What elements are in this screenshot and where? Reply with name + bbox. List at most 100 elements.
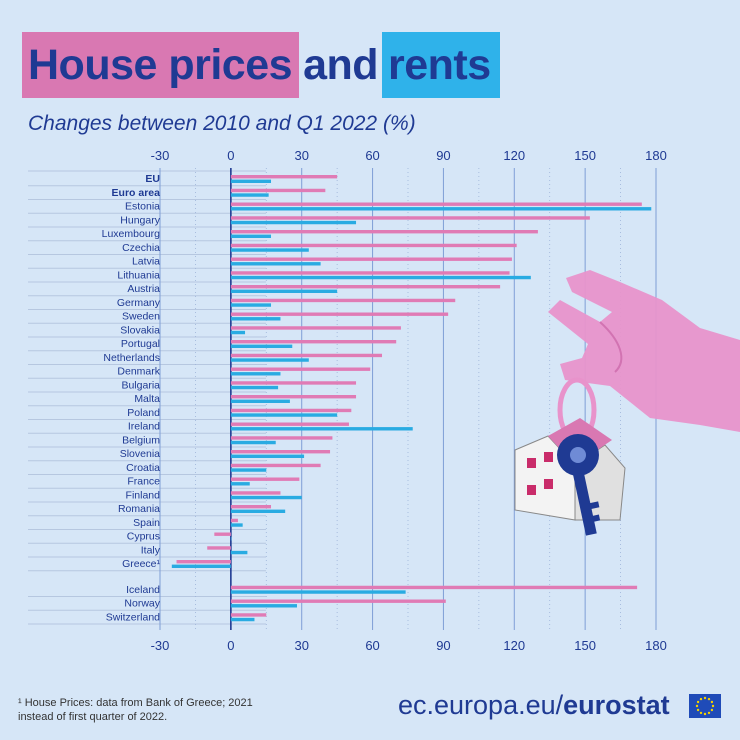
x-tick-label: -30 (151, 638, 170, 653)
bar-house-prices (230, 613, 267, 617)
bar-rents (230, 440, 276, 445)
category-label: Bulgaria (121, 379, 160, 391)
category-label: Spain (133, 517, 160, 529)
bar-house-prices (230, 491, 281, 495)
eu-flag-icon (689, 694, 721, 718)
footnote: ¹ House Prices: data from Bank of Greece… (18, 696, 298, 725)
bar-rents (230, 427, 413, 431)
bar-rents (230, 482, 250, 486)
x-tick-label: 30 (294, 148, 308, 163)
category-label: Slovakia (120, 324, 160, 336)
x-tick-label: 0 (227, 148, 234, 163)
x-tick-label: 90 (436, 638, 450, 653)
bar-rents (230, 234, 272, 238)
eu-star-icon (710, 700, 714, 704)
bar-rents (230, 248, 309, 252)
eu-star-icon (710, 708, 714, 712)
bar-rents (230, 537, 232, 541)
bar-house-prices (230, 188, 326, 193)
eu-star-icon (699, 697, 703, 701)
category-label: Belgium (122, 434, 160, 446)
bar-rents (230, 289, 338, 293)
bar-house-prices (230, 312, 449, 316)
bar-rents (230, 317, 281, 321)
x-tick-label: 150 (574, 638, 596, 653)
category-label: Malta (134, 393, 160, 405)
x-tick-label: 180 (645, 148, 667, 163)
x-tick-label: 90 (436, 148, 450, 163)
bars-layer (171, 175, 652, 622)
category-label: Portugal (121, 338, 160, 350)
category-label: Denmark (117, 366, 160, 378)
eu-star-icon (696, 708, 700, 712)
category-label: Germany (117, 297, 161, 309)
category-label: Finland (126, 489, 161, 501)
bar-rents (230, 468, 267, 472)
category-label: Romania (118, 503, 160, 515)
bar-house-prices (230, 216, 590, 220)
bar-house-prices (230, 326, 401, 330)
bar-rents (171, 564, 231, 568)
x-tick-label: 60 (365, 148, 379, 163)
x-tick-label: 120 (503, 148, 525, 163)
bar-rents (230, 399, 290, 403)
category-label: France (127, 476, 160, 488)
bar-rents (230, 372, 281, 376)
bar-rents (230, 454, 305, 458)
bar-house-prices (230, 395, 357, 399)
eu-star-icon (696, 700, 700, 704)
bar-house-prices (230, 175, 338, 179)
category-label: Switzerland (106, 611, 160, 623)
bar-rents (230, 220, 357, 225)
category-label: Latvia (132, 256, 160, 268)
eu-star-icon (703, 712, 707, 716)
category-label: Estonia (125, 201, 160, 213)
bar-house-prices (230, 518, 238, 523)
bar-rents (230, 330, 246, 335)
bar-house-prices (230, 340, 397, 344)
title: House prices and rents (22, 32, 500, 98)
bar-house-prices (230, 450, 331, 454)
brand-name: eurostat (563, 690, 670, 720)
grid-layer (28, 168, 657, 630)
bar-rents (230, 193, 269, 197)
bar-house-prices (230, 298, 456, 303)
category-label: Slovenia (120, 448, 160, 460)
chart-subtitle: Changes between 2010 and Q1 2022 (%) (28, 112, 416, 135)
bar-rents (230, 413, 338, 417)
bar-rents (230, 275, 531, 280)
category-label: EU (145, 173, 160, 185)
bar-house-prices (230, 367, 371, 371)
bar-rents (230, 179, 272, 183)
eu-stars-icon (695, 696, 715, 716)
category-label: Greece¹ (122, 558, 160, 570)
bar-house-prices (230, 257, 512, 261)
x-tick-label: 120 (503, 638, 525, 653)
x-tick-label: 0 (227, 638, 234, 653)
eu-star-icon (711, 704, 715, 708)
x-tick-label: 180 (645, 638, 667, 653)
bar-house-prices (230, 202, 642, 206)
bar-house-prices (230, 599, 446, 603)
x-tick-label: -30 (151, 148, 170, 163)
category-label: Lithuania (117, 269, 160, 281)
eu-star-icon (707, 711, 711, 715)
bar-rents (230, 344, 293, 348)
hand-with-keys-illustration (514, 270, 740, 536)
category-label: Hungary (120, 214, 160, 226)
bar-house-prices (230, 285, 501, 289)
bar-house-prices (230, 271, 510, 275)
bar-rents (230, 509, 286, 513)
bar-house-prices (230, 463, 321, 468)
category-label: Euro area (112, 187, 161, 199)
bar-rents (230, 590, 406, 594)
eurostat-branding[interactable]: ec.europa.eu/eurostat (398, 690, 670, 721)
bar-rents (230, 303, 272, 307)
category-label: Norway (124, 598, 160, 610)
bar-rents (230, 617, 255, 622)
x-tick-label: 60 (365, 638, 379, 653)
category-label: Croatia (126, 462, 160, 474)
bar-house-prices (230, 422, 349, 426)
title-house-prices: House prices (22, 32, 300, 98)
eu-star-icon (703, 696, 707, 700)
